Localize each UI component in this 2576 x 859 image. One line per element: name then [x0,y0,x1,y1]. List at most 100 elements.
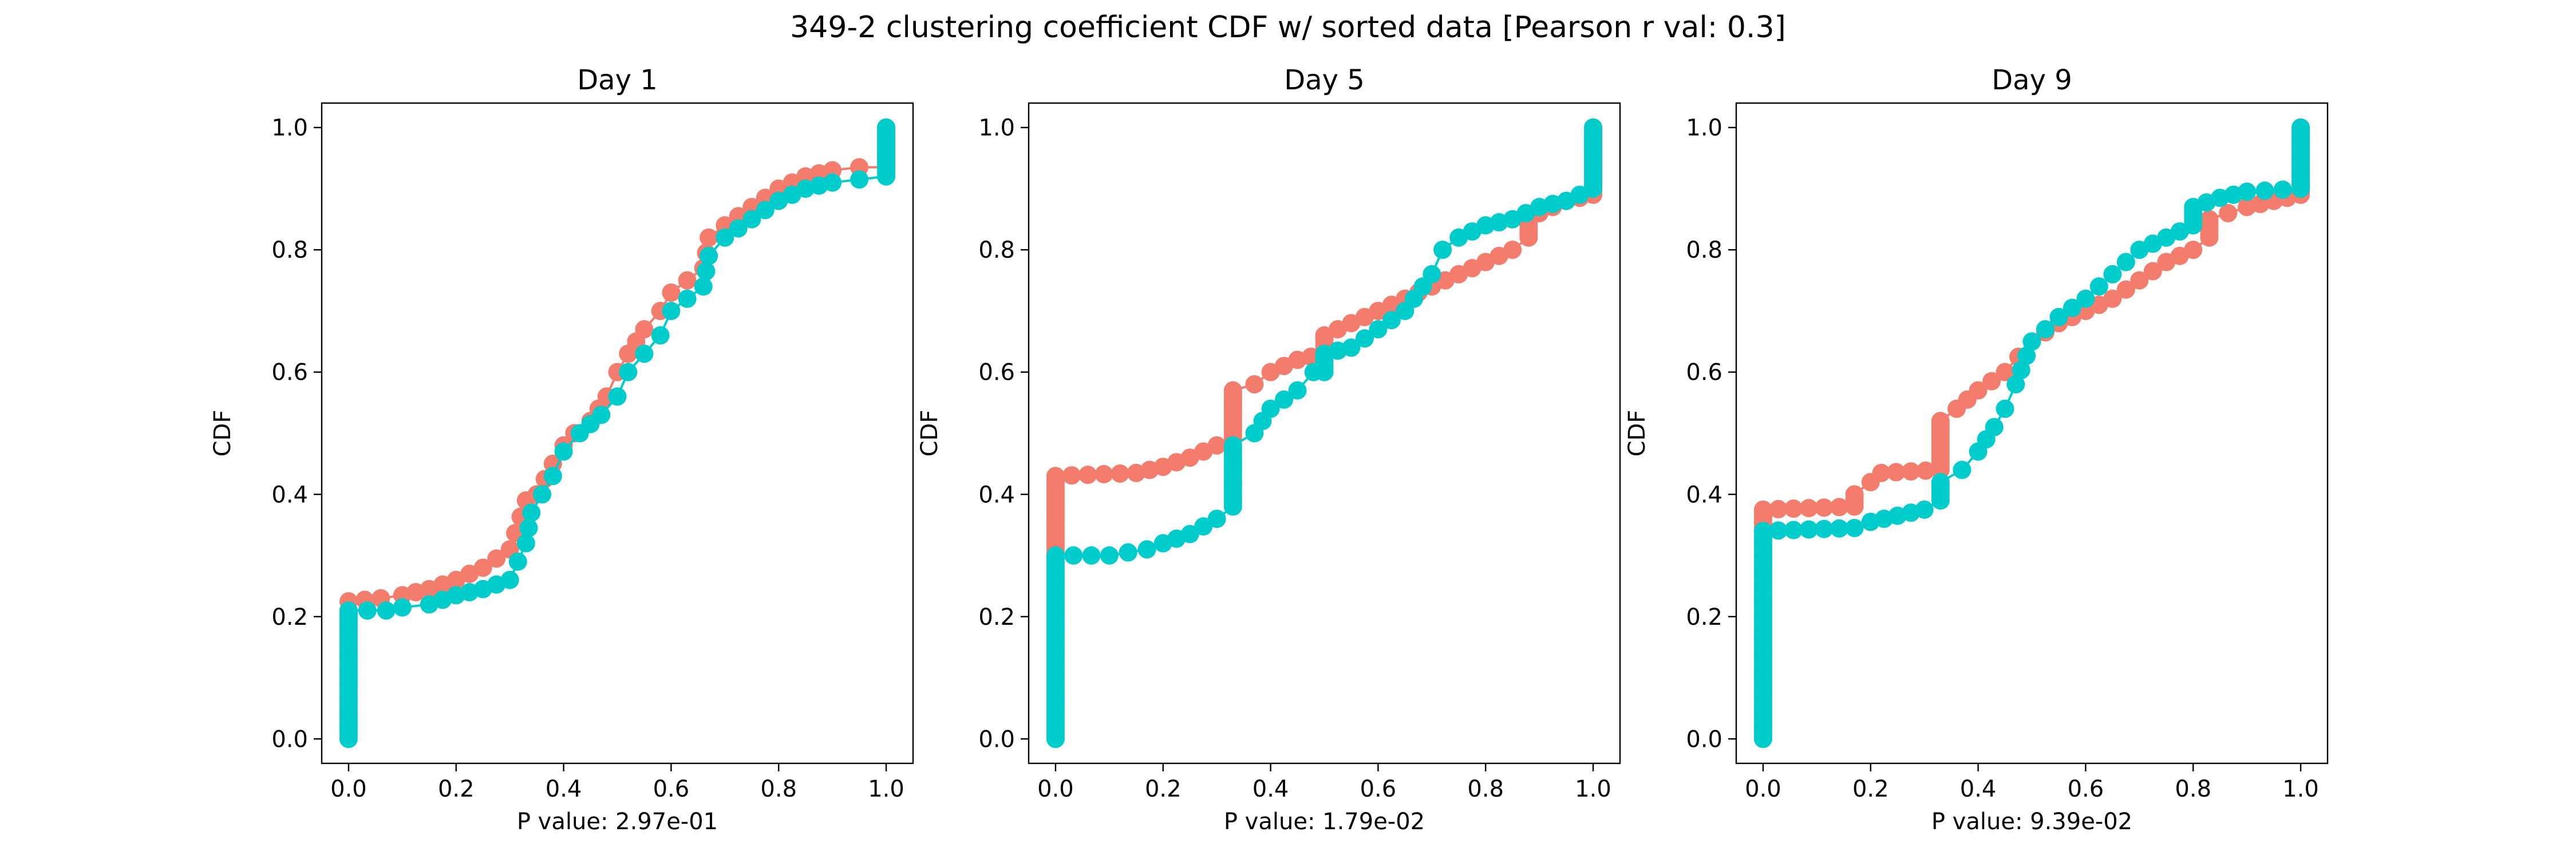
data-point [592,405,611,424]
data-point [1917,461,1935,480]
series-line [1762,127,2302,531]
panel-title: Day 5 [1284,64,1365,96]
data-point [1985,417,2004,436]
data-point [2255,182,2274,200]
x-tick-label: 0.8 [2175,776,2211,802]
data-point [1902,462,1921,481]
data-point [1584,118,1603,137]
data-point [2103,265,2122,283]
y-tick-label: 0.6 [978,360,1015,386]
x-tick-label: 1.0 [1575,776,1611,802]
data-point [635,344,654,363]
data-point [619,362,638,381]
data-point [1845,485,1864,504]
data-point [1194,517,1213,536]
data-point [1931,472,1950,491]
data-point [1872,463,1891,482]
panel-title: Day 1 [577,64,658,96]
data-point [2219,204,2238,223]
data-point [377,601,396,620]
data-point [608,387,627,406]
x-tick-label: 0.0 [330,776,367,802]
data-point [700,228,718,247]
x-axis-label: P value: 2.97e-01 [517,809,718,835]
y-tick-label: 0.2 [271,604,308,631]
data-point [519,518,538,537]
data-point [1799,499,1818,518]
data-point [678,271,697,290]
data-point [1046,467,1065,486]
data-point [2143,262,2162,281]
data-point [1119,543,1137,562]
y-tick-label: 0.0 [271,726,308,752]
x-tick-label: 0.6 [653,776,690,802]
data-point [1382,310,1401,329]
y-tick-label: 1.0 [271,115,308,141]
x-tick-label: 0.6 [1360,776,1397,802]
data-point [393,598,412,617]
y-tick-label: 1.0 [1686,115,1722,141]
data-point [1969,381,1988,400]
data-point [2063,298,2081,317]
chart-panel-2: 0.0 0.2 0.4 0.6 0.8 1.0 0.0 0.2 0.4 0.6 0.8 1.0 Day … [916,64,1621,835]
data-point [1915,500,1934,519]
data-point [1830,519,1848,538]
data-point [2089,277,2108,296]
y-tick-label: 0.8 [271,237,308,263]
data-point [543,467,562,486]
data-point [1996,399,2014,418]
data-point [2200,210,2219,228]
data-point [1753,500,1772,519]
data-point [700,246,718,265]
data-point [1046,546,1065,565]
figure-title: 349-2 clustering coefficient CDF w/ sort… [790,10,1786,45]
data-point [2238,182,2257,201]
x-tick-label: 0.8 [760,776,797,802]
data-point [1207,509,1226,528]
data-point [651,326,670,345]
data-point [1355,329,1374,348]
data-point [1223,436,1242,455]
x-tick-label: 0.2 [438,776,475,802]
data-point [1180,525,1199,543]
data-point [1082,546,1101,565]
data-point [2076,289,2095,308]
data-point [1784,521,1803,539]
data-point [2291,118,2310,137]
data-point [1982,372,2001,391]
series-1 [1753,118,2310,541]
data-point [1784,499,1803,518]
data-point [2116,280,2135,299]
axes-frame [1028,102,1621,765]
data-point [1845,518,1864,537]
data-point [1753,522,1772,541]
y-tick-label: 0.4 [1686,482,1722,508]
y-tick-label: 0.2 [1686,604,1722,631]
y-tick-label: 0.6 [1686,360,1722,386]
data-point [2273,180,2292,199]
data-point [339,601,358,620]
x-tick-label: 0.0 [1037,776,1074,802]
y-axis-label: CDF [1624,410,1650,457]
x-tick-label: 0.4 [1253,776,1289,802]
data-point [756,200,775,219]
data-point [1815,498,1834,517]
data-point [1799,520,1818,539]
data-point [500,570,519,589]
y-axis-label: CDF [916,410,943,457]
data-point [823,173,842,192]
data-point [1433,241,1452,259]
data-point [1095,465,1113,484]
x-tick-label: 0.2 [1145,776,1182,802]
data-point [2116,253,2135,271]
x-tick-label: 1.0 [868,776,904,802]
data-point [2036,320,2055,339]
chart-panel-1: 0.0 0.2 0.4 0.6 0.8 1.0 0.0 0.2 0.4 0.6 0.8 1.0 Day … [210,64,914,835]
data-point [697,262,716,281]
data-point [1111,464,1129,483]
data-point [1769,500,1788,519]
data-point [358,601,377,620]
data-point [1369,320,1388,339]
data-point [1062,466,1081,485]
chart-panel-3: 0.0 0.2 0.4 0.6 0.8 1.0 0.0 0.2 0.4 0.6 0.8 1.0 Day … [1624,64,2329,835]
